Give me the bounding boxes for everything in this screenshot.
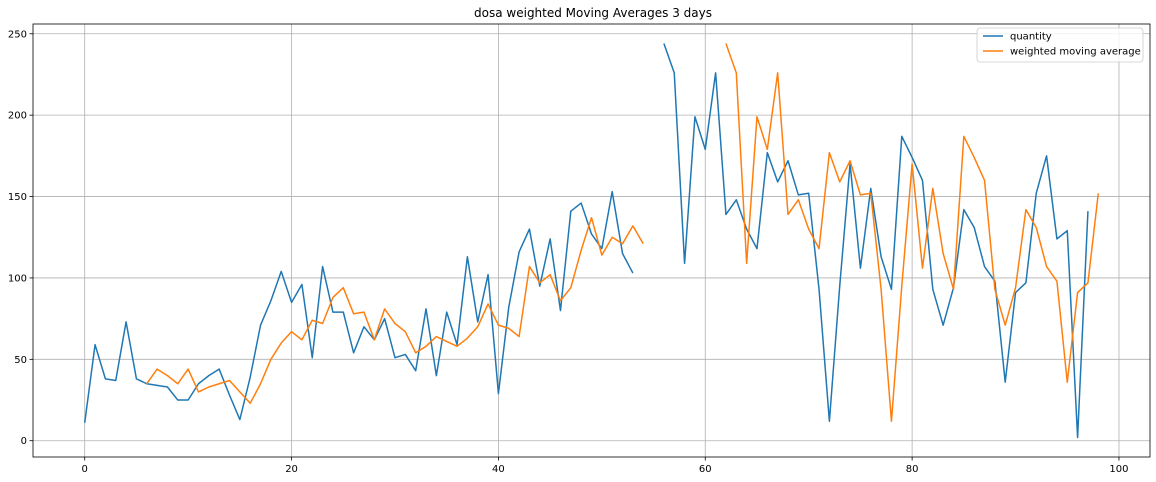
plot-frame (32, 23, 1151, 458)
series-line-weighted-moving-average (146, 43, 1100, 422)
grid (33, 24, 1150, 457)
x-tick-label: 40 (492, 464, 505, 475)
x-tick-label: 60 (699, 464, 712, 475)
legend-label-quantity: quantity (1010, 32, 1052, 43)
legend: quantity weighted moving average (976, 27, 1144, 63)
y-tick-label: 0 (21, 436, 27, 447)
y-tick-label: 200 (8, 111, 27, 122)
y-tick-label: 50 (14, 355, 27, 366)
legend-box (976, 27, 1144, 63)
y-axis: 0 50 100 150 200 250 (8, 29, 33, 447)
chart-title: dosa weighted Moving Averages 3 days (474, 6, 712, 20)
x-tick-label: 100 (1109, 464, 1128, 475)
y-tick-label: 100 (8, 273, 27, 284)
series-line-quantity (83, 43, 1089, 439)
y-tick-label: 250 (8, 29, 27, 40)
x-tick-label: 20 (285, 464, 298, 475)
legend-label-weighted-moving-average: weighted moving average (1010, 47, 1141, 58)
x-tick-label: 80 (906, 464, 919, 475)
y-tick-label: 150 (8, 192, 27, 203)
x-axis: 0 20 40 60 80 100 (82, 457, 1129, 475)
x-tick-label: 0 (82, 464, 88, 475)
series-group (83, 43, 1100, 439)
